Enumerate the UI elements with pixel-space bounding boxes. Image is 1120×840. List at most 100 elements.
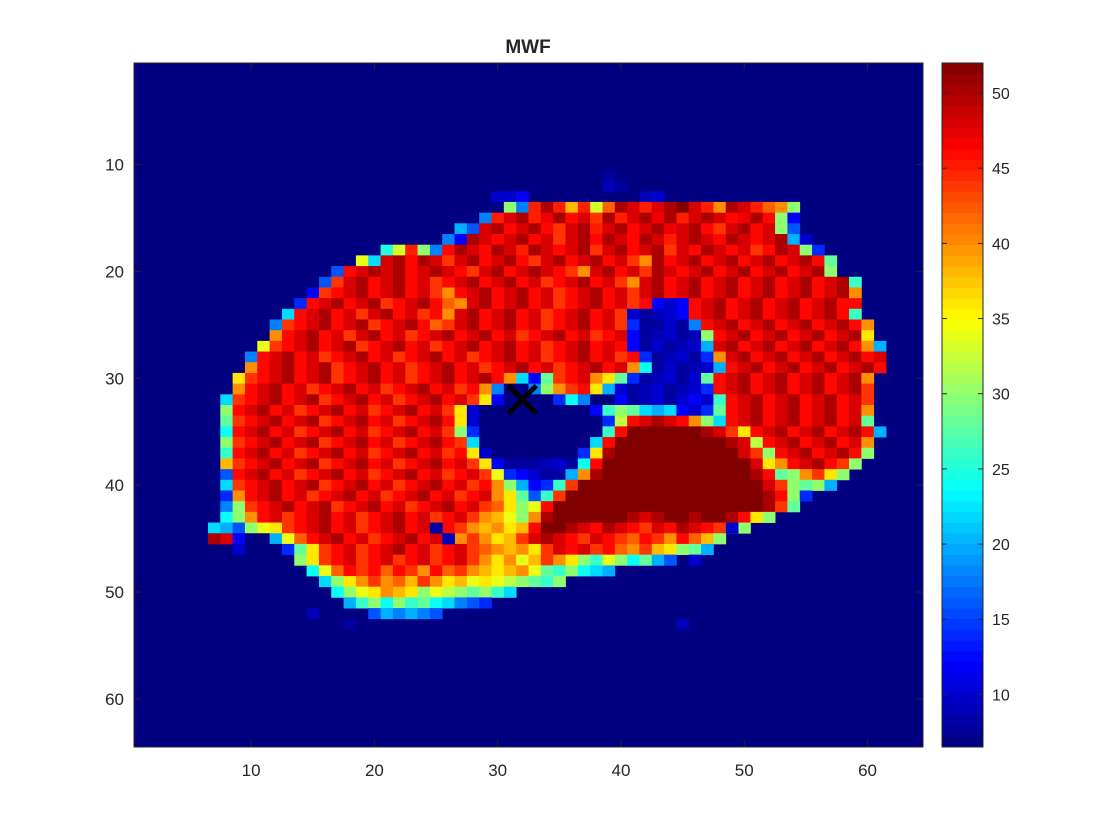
heatmap-cell [688, 533, 702, 545]
heatmap-cell [750, 244, 764, 256]
heatmap-cell [540, 522, 554, 534]
heatmap-cell [750, 415, 764, 427]
heatmap-cell [380, 479, 394, 491]
heatmap-cell [220, 447, 234, 459]
heatmap-cell [849, 437, 862, 449]
heatmap-cell [565, 437, 579, 449]
heatmap-cell [849, 415, 862, 427]
heatmap-cell [331, 490, 344, 502]
heatmap-cell [861, 437, 875, 449]
heatmap-cell [799, 415, 813, 427]
heatmap-cell [232, 437, 246, 449]
heatmap-cell [294, 469, 307, 481]
heatmap-cell [244, 490, 258, 502]
heatmap-cell [454, 298, 468, 310]
heatmap-cell [503, 255, 517, 267]
heatmap-cell [639, 458, 653, 470]
heatmap-cell [466, 479, 480, 491]
heatmap-cell [318, 437, 332, 449]
heatmap-cell [627, 479, 640, 491]
heatmap-cell [799, 244, 813, 256]
heatmap-cell [639, 298, 653, 310]
heatmap-cell [577, 405, 591, 417]
heatmap-cell [466, 426, 480, 438]
heatmap-cell [417, 458, 431, 470]
heatmap-cell [602, 276, 616, 288]
heatmap-cell [257, 362, 271, 374]
heatmap-cell [491, 415, 505, 427]
heatmap-cell [343, 372, 357, 385]
heatmap-cell [787, 319, 801, 331]
heatmap-cell [725, 266, 739, 278]
heatmap-cell [454, 501, 468, 513]
heatmap-cell [762, 479, 776, 491]
heatmap-cell [762, 287, 776, 299]
heatmap-cell [454, 522, 468, 534]
heatmap-cell [540, 266, 554, 278]
heatmap-cell [577, 266, 591, 278]
chart-title: MWF [505, 37, 550, 58]
heatmap-cell [318, 426, 332, 438]
heatmap-cell [738, 255, 751, 267]
heatmap-cell [738, 394, 751, 406]
heatmap-cell [466, 362, 480, 374]
heatmap-cell [528, 351, 542, 363]
heatmap-cell [442, 308, 455, 320]
heatmap-cell [368, 458, 381, 470]
heatmap-cell [849, 330, 862, 342]
heatmap-cell [676, 533, 690, 545]
heatmap-cell [331, 469, 344, 481]
heatmap-cell [429, 372, 443, 385]
heatmap-cell [627, 533, 640, 545]
heatmap-cell [787, 266, 801, 278]
x-tick-label: 30 [488, 761, 507, 780]
heatmap-cell [627, 458, 640, 470]
heatmap-cell [479, 597, 492, 609]
heatmap-cell [466, 372, 480, 385]
heatmap-cell [454, 543, 468, 556]
heatmap-cell [331, 340, 344, 352]
heatmap-cell [688, 469, 702, 481]
heatmap-cell [725, 372, 739, 385]
heatmap-cell [269, 501, 283, 513]
heatmap-cell [775, 255, 788, 267]
heatmap-cell [639, 308, 653, 320]
heatmap-cell [664, 255, 677, 267]
heatmap-cell [281, 319, 295, 331]
heatmap-cell [614, 383, 628, 395]
heatmap-cell [824, 372, 838, 385]
colorbar-swatch [942, 608, 983, 620]
heatmap-cell [417, 276, 431, 288]
heatmap-cell [380, 405, 394, 417]
heatmap-cell [429, 287, 443, 299]
heatmap-cell [750, 223, 764, 235]
heatmap-cell [466, 330, 480, 342]
heatmap-cell [688, 426, 702, 438]
heatmap-cell [701, 522, 714, 534]
heatmap-cell [651, 266, 665, 278]
heatmap-cell [565, 234, 579, 246]
heatmap-cell [701, 490, 714, 502]
heatmap-cell [405, 415, 418, 427]
heatmap-cell [577, 490, 591, 502]
heatmap-cell [355, 437, 369, 449]
heatmap-cell [701, 287, 714, 299]
heatmap-cell [602, 511, 616, 523]
heatmap-cell [701, 298, 714, 310]
heatmap-cell [331, 533, 344, 545]
heatmap-cell [824, 340, 838, 352]
heatmap-cell [331, 586, 344, 598]
heatmap-cell [553, 340, 566, 352]
heatmap-cell [565, 458, 579, 470]
heatmap-cell [688, 437, 702, 449]
heatmap-cell [614, 415, 628, 427]
heatmap-cell [442, 319, 455, 331]
heatmap-cell [429, 426, 443, 438]
heatmap-cell [528, 372, 542, 385]
heatmap-cell [244, 447, 258, 459]
heatmap-cell [331, 308, 344, 320]
heatmap-cell [553, 554, 566, 566]
heatmap-cell [466, 469, 480, 481]
heatmap-cell [503, 223, 517, 235]
heatmap-cell [355, 458, 369, 470]
